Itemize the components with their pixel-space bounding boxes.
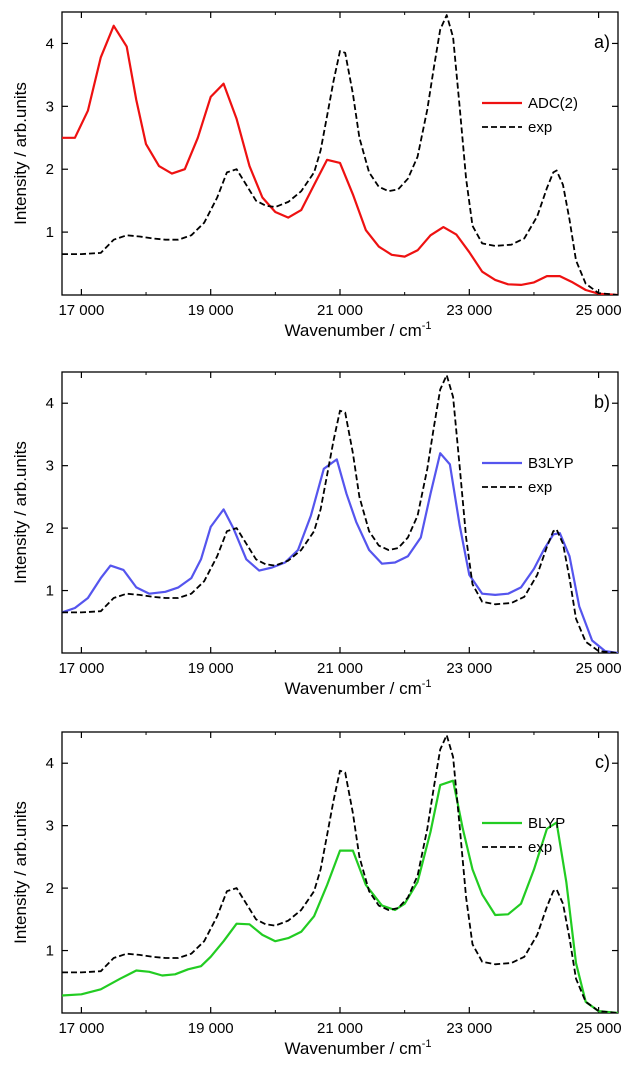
x-axis-title: Wavenumber / cm-1 [284,1038,431,1058]
y-axis-title: Intensity / arb.units [11,82,30,225]
series-line-blyp [62,779,618,1013]
x-tick-label: 23 000 [446,1020,492,1037]
chart-panel-1: 17 000 19 000 21 000 23 000 25 000 1 2 3 4 Wavenu… [11,11,622,340]
y-tick-label: 3 [46,98,54,115]
y-tick-label: 2 [46,161,54,178]
x-tick-label: 23 000 [446,660,492,677]
y-tick-label: 4 [46,395,54,412]
panel-label: a) [594,32,610,52]
x-tick-label: 17 000 [58,1020,104,1037]
y-tick-label: 4 [46,755,54,772]
y-tick-label: 2 [46,880,54,897]
y-tick-label: 1 [46,224,54,241]
x-axis-title: Wavenumber / cm-1 [284,320,431,340]
series-line-adc2 [62,24,618,295]
series-line-exp [62,14,618,295]
x-tick-label: 21 000 [317,660,363,677]
legend-label: exp [528,839,552,856]
x-tick-label: 25 000 [576,660,622,677]
x-axis-title-main: Wavenumber / cm [284,679,421,698]
x-tick-label: 17 000 [58,660,104,677]
series-line-exp [62,734,618,1013]
x-axis-title-superscript: -1 [422,678,432,690]
x-axis-title-main: Wavenumber / cm [284,321,421,340]
x-tick-label: 17 000 [58,302,104,319]
series-line-exp [62,374,618,653]
panel-label: b) [594,392,610,412]
y-tick-label: 1 [46,583,54,600]
legend-label: exp [528,479,552,496]
y-tick-label: 4 [46,35,54,52]
x-tick-label: 23 000 [446,302,492,319]
chart-panel-2: 17 000 19 000 21 000 23 000 25 000 1 2 3 4 Wavenu… [11,371,622,698]
legend-label: exp [528,119,552,136]
panel-label: c) [595,752,610,772]
x-tick-label: 25 000 [576,1020,622,1037]
chart-panel-3: 17 000 19 000 21 000 23 000 25 000 1 2 3 4 Wavenu… [11,731,622,1058]
legend-label: ADC(2) [528,95,578,112]
x-axis-title-superscript: -1 [422,1038,432,1050]
x-axis-title-main: Wavenumber / cm [284,1039,421,1058]
y-axis-title: Intensity / arb.units [11,441,30,584]
x-tick-label: 19 000 [188,1020,234,1037]
x-tick-label: 19 000 [188,302,234,319]
y-axis-title: Intensity / arb.units [11,801,30,944]
series-line-b3lyp [62,452,618,653]
y-tick-label: 2 [46,520,54,537]
y-tick-label: 3 [46,818,54,835]
legend-label: B3LYP [528,455,574,472]
y-tick-label: 3 [46,458,54,475]
x-tick-label: 21 000 [317,1020,363,1037]
x-axis-title: Wavenumber / cm-1 [284,678,431,698]
x-tick-label: 25 000 [576,302,622,319]
x-axis-title-superscript: -1 [422,320,432,332]
x-tick-label: 19 000 [188,660,234,677]
legend-label: BLYP [528,815,565,832]
x-tick-label: 21 000 [317,302,363,319]
y-tick-label: 1 [46,943,54,960]
